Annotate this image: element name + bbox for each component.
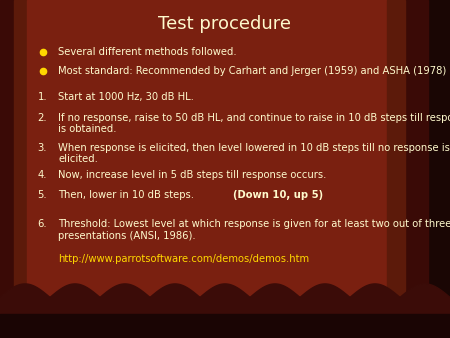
Text: Test procedure: Test procedure bbox=[158, 15, 292, 33]
Text: (Down 10, up 5): (Down 10, up 5) bbox=[233, 190, 323, 200]
Text: If no response, raise to 50 dB HL, and continue to raise in 10 dB steps till res: If no response, raise to 50 dB HL, and c… bbox=[58, 113, 450, 134]
Text: 3.: 3. bbox=[38, 143, 47, 153]
Text: 2.: 2. bbox=[38, 113, 47, 123]
Text: Several different methods followed.: Several different methods followed. bbox=[58, 47, 237, 57]
Text: http://www.parrotsoftware.com/demos/demos.htm: http://www.parrotsoftware.com/demos/demo… bbox=[58, 254, 310, 264]
Text: 4.: 4. bbox=[38, 170, 47, 180]
Text: 6.: 6. bbox=[38, 219, 47, 229]
Bar bbox=[405, 0, 428, 338]
Text: Then, lower in 10 dB steps.: Then, lower in 10 dB steps. bbox=[58, 190, 198, 200]
Text: Most standard: Recommended by Carhart and Jerger (1959) and ASHA (1978): Most standard: Recommended by Carhart an… bbox=[58, 66, 447, 76]
Text: Threshold: Lowest level at which response is given for at least two out of three: Threshold: Lowest level at which respons… bbox=[58, 219, 450, 241]
Bar bbox=[428, 0, 450, 338]
Bar bbox=[0, 0, 14, 338]
Bar bbox=[387, 0, 405, 338]
Text: 5.: 5. bbox=[38, 190, 47, 200]
Text: 1.: 1. bbox=[38, 92, 47, 102]
Text: Now, increase level in 5 dB steps till response occurs.: Now, increase level in 5 dB steps till r… bbox=[58, 170, 327, 180]
Bar bbox=[14, 0, 27, 338]
Bar bbox=[27, 0, 36, 338]
Text: When response is elicited, then level lowered in 10 dB steps till no response is: When response is elicited, then level lo… bbox=[58, 143, 450, 164]
Text: Start at 1000 Hz, 30 dB HL.: Start at 1000 Hz, 30 dB HL. bbox=[58, 92, 194, 102]
Bar bbox=[0, 297, 450, 338]
